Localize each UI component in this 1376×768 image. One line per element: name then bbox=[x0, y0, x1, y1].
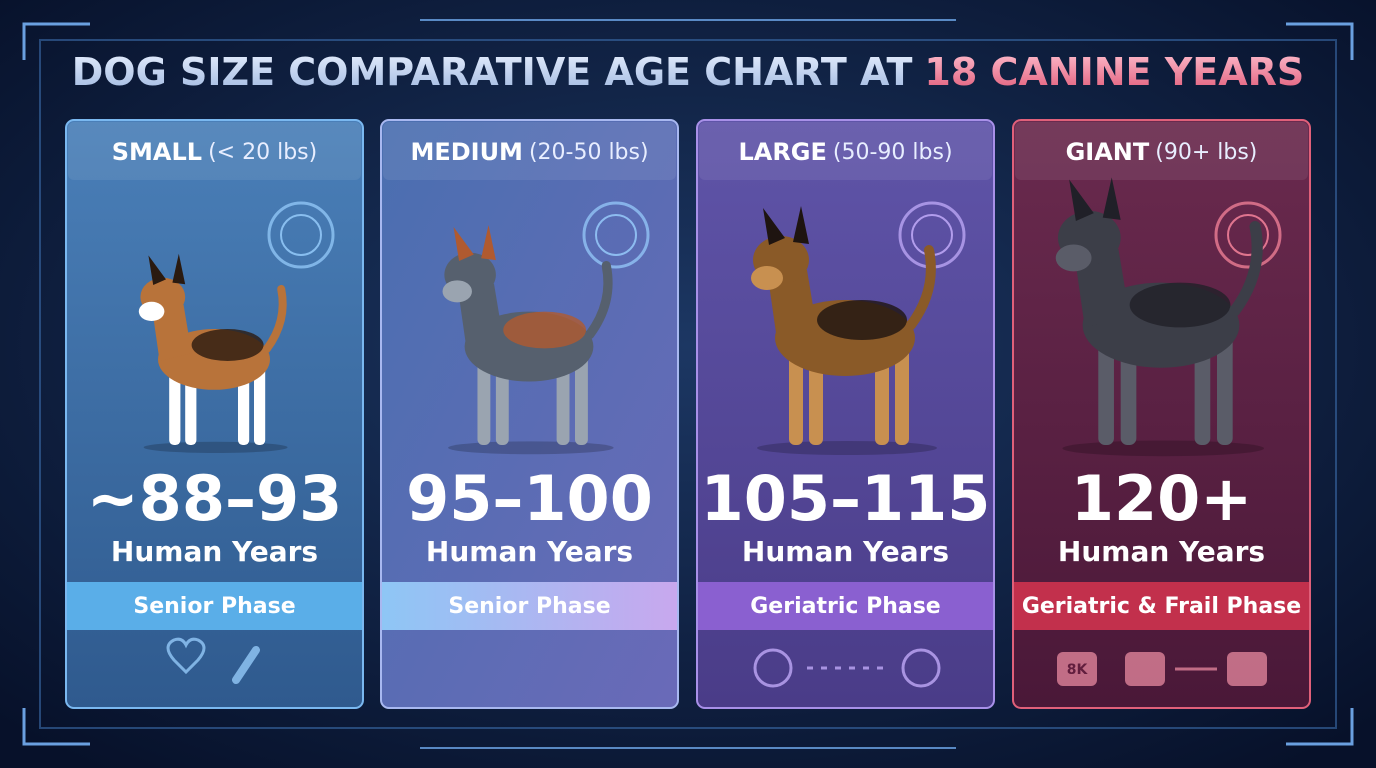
card-header bbox=[1015, 122, 1308, 180]
card-heading: MEDIUM (20-50 lbs) bbox=[410, 138, 648, 166]
dog-leg bbox=[1098, 333, 1114, 445]
dog-back bbox=[817, 300, 907, 340]
weight-icon bbox=[1125, 652, 1165, 686]
dog-neck bbox=[767, 270, 817, 340]
dog-leg bbox=[477, 353, 491, 445]
card: GIANT (90+ lbs) 120+Human Years Geriatric &… bbox=[1012, 119, 1311, 709]
hud-ring bbox=[280, 214, 322, 256]
card-heading: SMALL (< 20 lbs) bbox=[112, 138, 317, 166]
dog-shadow bbox=[143, 441, 288, 453]
title: DOG SIZE COMPARATIVE AGE CHART AT 18 CANI… bbox=[72, 50, 1305, 94]
title-main: DOG SIZE COMPARATIVE AGE CHART AT bbox=[72, 50, 913, 94]
dog-muzzle bbox=[138, 301, 165, 321]
phase-band bbox=[698, 582, 993, 630]
hud-ring bbox=[1214, 201, 1282, 269]
weight-icon bbox=[1227, 652, 1267, 686]
weight-range: (< 20 lbs) bbox=[208, 140, 317, 165]
phase-band bbox=[382, 582, 677, 630]
frame-corners bbox=[22, 22, 1354, 746]
hud-ring bbox=[582, 201, 650, 269]
dog-leg bbox=[789, 345, 803, 445]
size-name: LARGE bbox=[738, 138, 826, 166]
weight-icon-label: 8K bbox=[1067, 662, 1089, 678]
human-age: 105–115 bbox=[701, 462, 991, 535]
dog-shadow bbox=[1062, 440, 1265, 457]
dog-muzzle bbox=[1055, 244, 1092, 272]
dog-ear bbox=[453, 225, 496, 261]
age-unit: Human Years bbox=[742, 535, 949, 568]
weight-range: (50-90 lbs) bbox=[833, 140, 953, 165]
weight-range: (20-50 lbs) bbox=[529, 140, 649, 165]
card-header bbox=[68, 122, 361, 180]
human-age: ~88–93 bbox=[87, 462, 343, 535]
dog-illustration bbox=[1055, 177, 1265, 457]
life-phase: Senior Phase bbox=[133, 594, 295, 619]
clock-icon bbox=[753, 648, 793, 688]
dog-neck bbox=[1073, 249, 1130, 328]
card-heading: GIANT (90+ lbs) bbox=[1066, 138, 1258, 166]
age-unit: Human Years bbox=[1058, 535, 1265, 568]
dog-leg bbox=[1217, 333, 1233, 445]
dog-tail bbox=[262, 285, 287, 354]
card-header bbox=[383, 122, 676, 180]
hud-ring bbox=[267, 201, 335, 269]
phase-band bbox=[1014, 582, 1309, 630]
footer-icons bbox=[166, 637, 260, 684]
phase-band bbox=[67, 582, 362, 630]
hud-ring bbox=[595, 214, 637, 256]
frame bbox=[39, 39, 1337, 729]
dog-ear bbox=[763, 206, 809, 245]
dog-back bbox=[1129, 282, 1231, 328]
size-name: MEDIUM bbox=[410, 138, 523, 166]
dog-ear bbox=[1069, 177, 1121, 221]
dog-illustration bbox=[138, 253, 288, 453]
title-highlight: 18 CANINE YEARS bbox=[924, 50, 1304, 94]
dog-illustration bbox=[751, 206, 937, 455]
dog-back bbox=[503, 311, 587, 349]
footer-icons bbox=[753, 648, 941, 688]
footer-icons: 8K bbox=[1057, 652, 1267, 686]
dog-muzzle bbox=[442, 280, 472, 303]
age-unit: Human Years bbox=[426, 535, 633, 568]
dog-tail bbox=[1229, 221, 1263, 317]
dog-tail bbox=[585, 261, 613, 340]
dog-neck bbox=[151, 305, 192, 361]
card-panel bbox=[65, 119, 364, 709]
bone-icon bbox=[232, 646, 260, 684]
card-heading: LARGE (50-90 lbs) bbox=[738, 138, 952, 166]
dog-leg bbox=[895, 345, 909, 445]
dog-tail bbox=[906, 245, 936, 330]
size-name: GIANT bbox=[1066, 138, 1150, 166]
weight-range: (90+ lbs) bbox=[1155, 140, 1257, 165]
dog-leg bbox=[254, 365, 266, 445]
dog-neck bbox=[457, 284, 504, 349]
weight-icon bbox=[1057, 652, 1097, 686]
human-age: 95–100 bbox=[406, 462, 653, 535]
human-age: 120+ bbox=[1071, 462, 1252, 535]
life-phase: Geriatric Phase bbox=[750, 594, 940, 619]
hud-ring bbox=[1227, 214, 1269, 256]
dog-leg bbox=[575, 353, 588, 445]
age-unit: Human Years bbox=[111, 535, 318, 568]
dog-shadow bbox=[757, 441, 937, 455]
dog-ear bbox=[148, 253, 186, 285]
refresh-icon bbox=[901, 648, 941, 688]
life-phase: Geriatric & Frail Phase bbox=[1022, 594, 1301, 619]
card-header bbox=[699, 122, 992, 180]
life-phase: Senior Phase bbox=[448, 594, 610, 619]
dog-muzzle bbox=[751, 266, 783, 290]
dog-back bbox=[191, 329, 264, 361]
heart-icon bbox=[166, 637, 206, 675]
size-name: SMALL bbox=[112, 138, 202, 166]
dog-shadow bbox=[448, 441, 614, 455]
dog-leg bbox=[169, 365, 181, 445]
dog-illustration bbox=[442, 225, 614, 455]
